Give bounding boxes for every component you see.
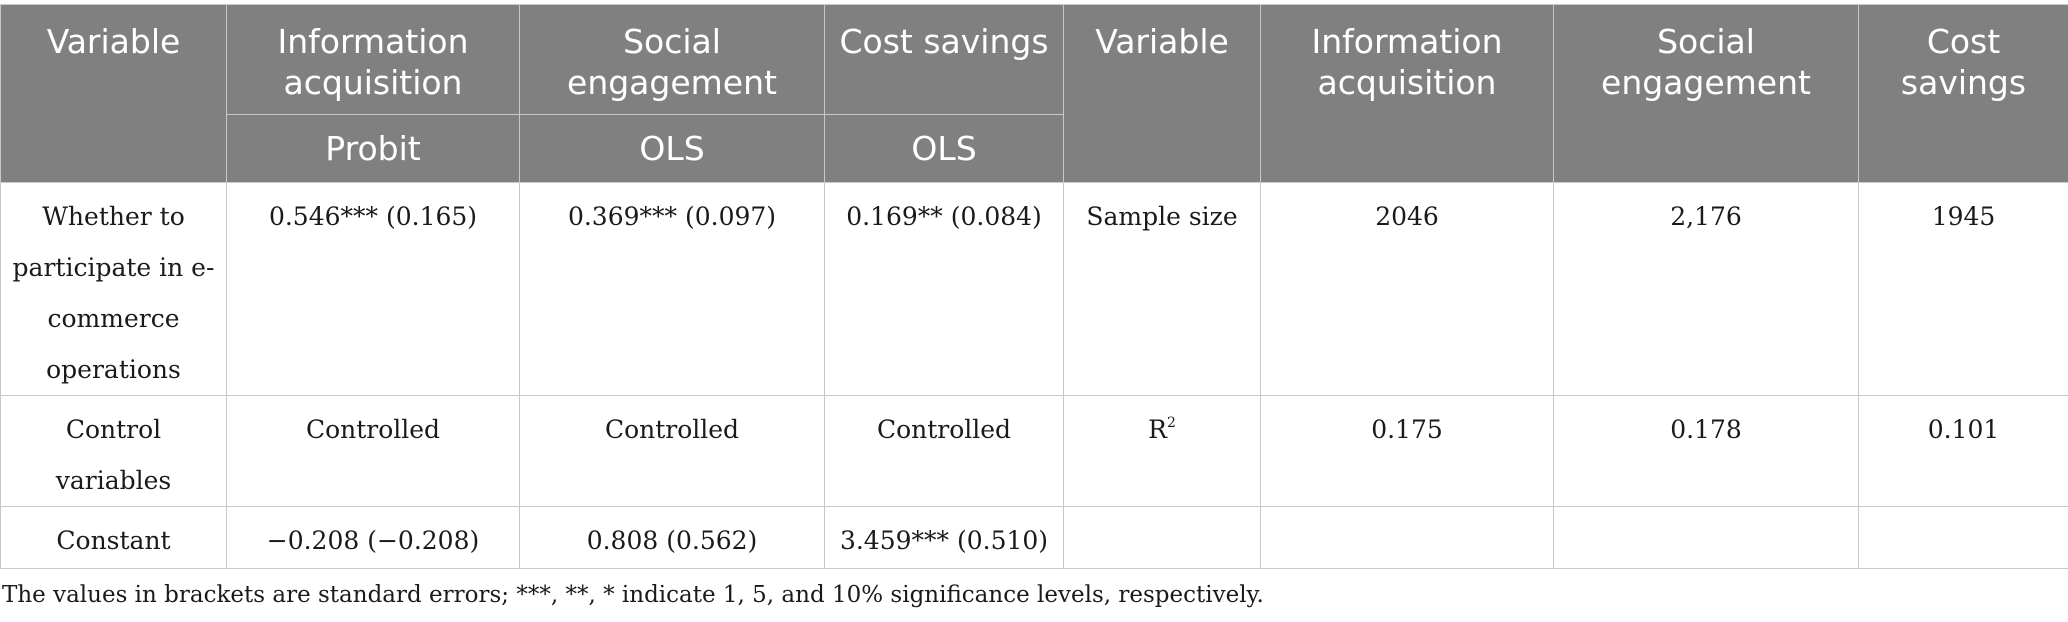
cell-variable: Constant	[0, 506, 227, 569]
cell-cost: Controlled	[824, 395, 1064, 507]
header-cost-savings-2: Cost savings	[1858, 4, 2068, 183]
cell-info: 0.546*** (0.165)	[226, 182, 520, 396]
header-variable: Variable	[0, 4, 227, 183]
cell-social: Controlled	[519, 395, 825, 507]
cell-stat-label: Sample size	[1063, 182, 1261, 396]
regression-table: Variable Information acquisition Social …	[0, 4, 2068, 569]
table-footnote: The values in brackets are standard erro…	[2, 582, 1264, 608]
header-information-acquisition: Information acquisition	[226, 4, 520, 115]
cell-stat-social: 0.178	[1553, 395, 1859, 507]
r-squared-superscript: 2	[1166, 415, 1176, 431]
cell-stat-cost: 1945	[1858, 182, 2068, 396]
subheader-ols-2: OLS	[824, 114, 1064, 183]
subheader-ols: OLS	[519, 114, 825, 183]
cell-stat-social: 2,176	[1553, 182, 1859, 396]
cell-stat-label	[1063, 506, 1261, 569]
header-social-engagement-2: Social engagement	[1553, 4, 1859, 183]
cell-stat-cost: 0.101	[1858, 395, 2068, 507]
table-row: Whether to participate in e-commerce ope…	[0, 182, 2068, 396]
cell-variable: Whether to participate in e-commerce ope…	[0, 182, 227, 396]
cell-stat-label: R2	[1063, 395, 1261, 507]
subheader-row: Probit OLS OLS	[1, 114, 2068, 183]
cell-stat-info: 0.175	[1260, 395, 1554, 507]
r-squared-label: R	[1148, 415, 1167, 444]
cell-cost: 0.169** (0.084)	[824, 182, 1064, 396]
table-row: Constant −0.208 (−0.208) 0.808 (0.562) 3…	[0, 506, 2068, 569]
cell-variable: Control variables	[0, 395, 227, 507]
cell-info: −0.208 (−0.208)	[226, 506, 520, 569]
table-row: Control variables Controlled Controlled …	[0, 395, 2068, 507]
cell-stat-social	[1553, 506, 1859, 569]
subheader-probit: Probit	[226, 114, 520, 183]
cell-stat-info: 2046	[1260, 182, 1554, 396]
header-variable-2: Variable	[1063, 4, 1261, 183]
cell-stat-info	[1260, 506, 1554, 569]
cell-social: 0.369*** (0.097)	[519, 182, 825, 396]
cell-social: 0.808 (0.562)	[519, 506, 825, 569]
cell-cost: 3.459*** (0.510)	[824, 506, 1064, 569]
cell-stat-cost	[1858, 506, 2068, 569]
header-row: Variable Information acquisition Social …	[0, 4, 2068, 183]
header-cost-savings: Cost savings	[824, 4, 1064, 115]
header-information-acquisition-2: Information acquisition	[1260, 4, 1554, 183]
cell-info: Controlled	[226, 395, 520, 507]
header-social-engagement: Social engagement	[519, 4, 825, 115]
